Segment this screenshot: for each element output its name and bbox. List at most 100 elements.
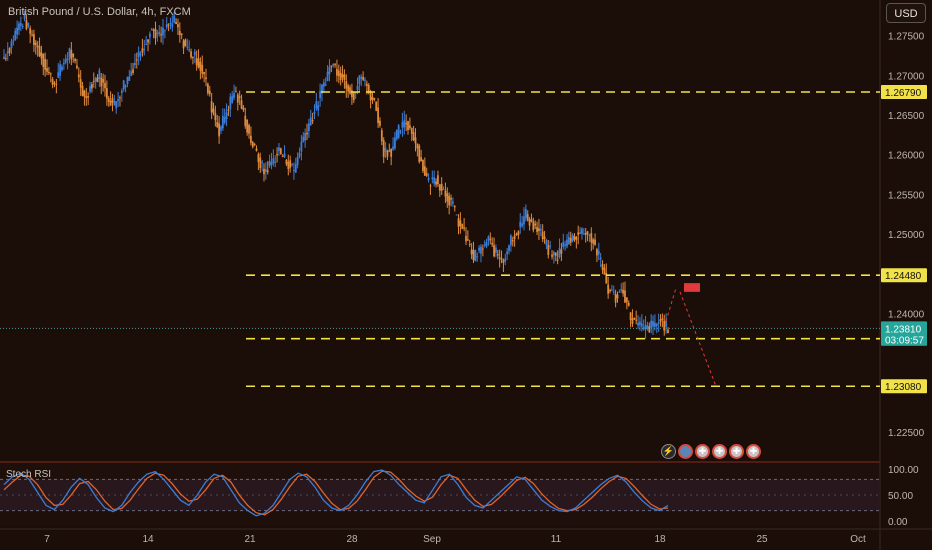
- time-tick-label: Oct: [850, 534, 866, 545]
- candle: [375, 101, 378, 112]
- candle-body: [655, 323, 658, 327]
- candle: [334, 62, 336, 68]
- candle: [474, 249, 477, 262]
- candle: [560, 242, 563, 262]
- candle: [107, 95, 110, 107]
- candle: [549, 240, 552, 250]
- chart-title: British Pound / U.S. Dollar, 4h, FXCM: [8, 6, 191, 18]
- candles: [3, 10, 669, 339]
- candle: [74, 57, 76, 64]
- candle: [437, 170, 439, 187]
- candle: [328, 59, 331, 82]
- candle: [134, 53, 136, 69]
- candle-body: [186, 46, 189, 48]
- candle-body: [62, 63, 65, 65]
- candle-body: [633, 317, 636, 320]
- candle-body: [25, 20, 28, 30]
- candle: [564, 240, 567, 251]
- candle-body: [23, 14, 26, 19]
- candle: [659, 314, 662, 327]
- candle: [390, 148, 393, 166]
- candle: [364, 77, 366, 87]
- candle: [76, 58, 78, 70]
- candle: [625, 297, 628, 310]
- candle: [70, 41, 73, 66]
- candle: [324, 77, 327, 87]
- candle-body: [425, 173, 428, 176]
- candle: [16, 20, 18, 40]
- cloud-icon[interactable]: [678, 444, 693, 459]
- candle: [33, 29, 35, 52]
- candle-body: [365, 83, 368, 86]
- candle: [629, 311, 632, 328]
- candle-body: [128, 76, 131, 81]
- oscillator-tick-label: 100.00: [888, 465, 919, 476]
- price-tick-label: 1.26500: [888, 111, 925, 122]
- candle: [178, 22, 181, 43]
- candle: [399, 129, 402, 135]
- candle: [567, 231, 570, 245]
- candle: [274, 155, 277, 168]
- candle-body: [476, 256, 479, 258]
- candle: [152, 28, 155, 39]
- candle-body: [523, 216, 525, 225]
- candle: [592, 237, 595, 250]
- candle-body: [352, 92, 355, 101]
- candle: [410, 127, 413, 142]
- candle-body: [612, 291, 615, 293]
- candle: [594, 233, 596, 246]
- candle: [293, 162, 295, 180]
- candle-body: [169, 22, 172, 25]
- lightning-icon[interactable]: ⚡: [661, 444, 676, 459]
- candle: [504, 253, 507, 266]
- candle-body: [509, 235, 512, 246]
- candle-body: [238, 96, 241, 99]
- candle-body: [478, 247, 480, 251]
- candle-body: [154, 28, 157, 39]
- candle-body: [620, 289, 623, 291]
- candle: [609, 288, 611, 294]
- candle-body: [274, 161, 277, 163]
- candle-body: [18, 23, 20, 30]
- candle-body: [104, 82, 106, 89]
- candle-body: [177, 24, 179, 28]
- candle-body: [566, 239, 568, 247]
- candle: [195, 50, 198, 71]
- candle-body: [102, 79, 105, 83]
- candle-body: [625, 297, 628, 303]
- time-tick-label: Sep: [423, 534, 441, 545]
- candle: [287, 154, 290, 176]
- stoch-k-line: [3, 469, 669, 517]
- candle-body: [616, 294, 619, 299]
- candle: [201, 55, 204, 79]
- candle-body: [244, 115, 247, 127]
- candle: [648, 322, 651, 333]
- candle: [637, 315, 639, 329]
- candle-body: [349, 87, 351, 94]
- flag-icon[interactable]: ✚: [729, 444, 744, 459]
- candle: [92, 72, 95, 88]
- candle: [4, 53, 7, 62]
- candle: [227, 105, 230, 116]
- candle-body: [94, 78, 97, 82]
- candle-body: [246, 119, 249, 133]
- candle: [345, 74, 348, 98]
- flag-icon[interactable]: ✚: [712, 444, 727, 459]
- candle-body: [147, 39, 149, 43]
- flag-icon[interactable]: ✚: [695, 444, 710, 459]
- candle-body: [452, 201, 454, 204]
- currency-button[interactable]: USD: [886, 3, 926, 23]
- candle-body: [188, 49, 191, 51]
- candle: [534, 220, 537, 230]
- candle: [523, 207, 525, 231]
- candle-body: [300, 141, 303, 152]
- candle-body: [465, 236, 467, 242]
- candle-body: [44, 59, 47, 70]
- candle: [10, 38, 13, 55]
- flag-icon[interactable]: ✚: [746, 444, 761, 459]
- candle: [315, 92, 318, 112]
- time-tick-label: 18: [654, 534, 666, 545]
- candle-body: [98, 70, 101, 79]
- candle: [582, 228, 585, 235]
